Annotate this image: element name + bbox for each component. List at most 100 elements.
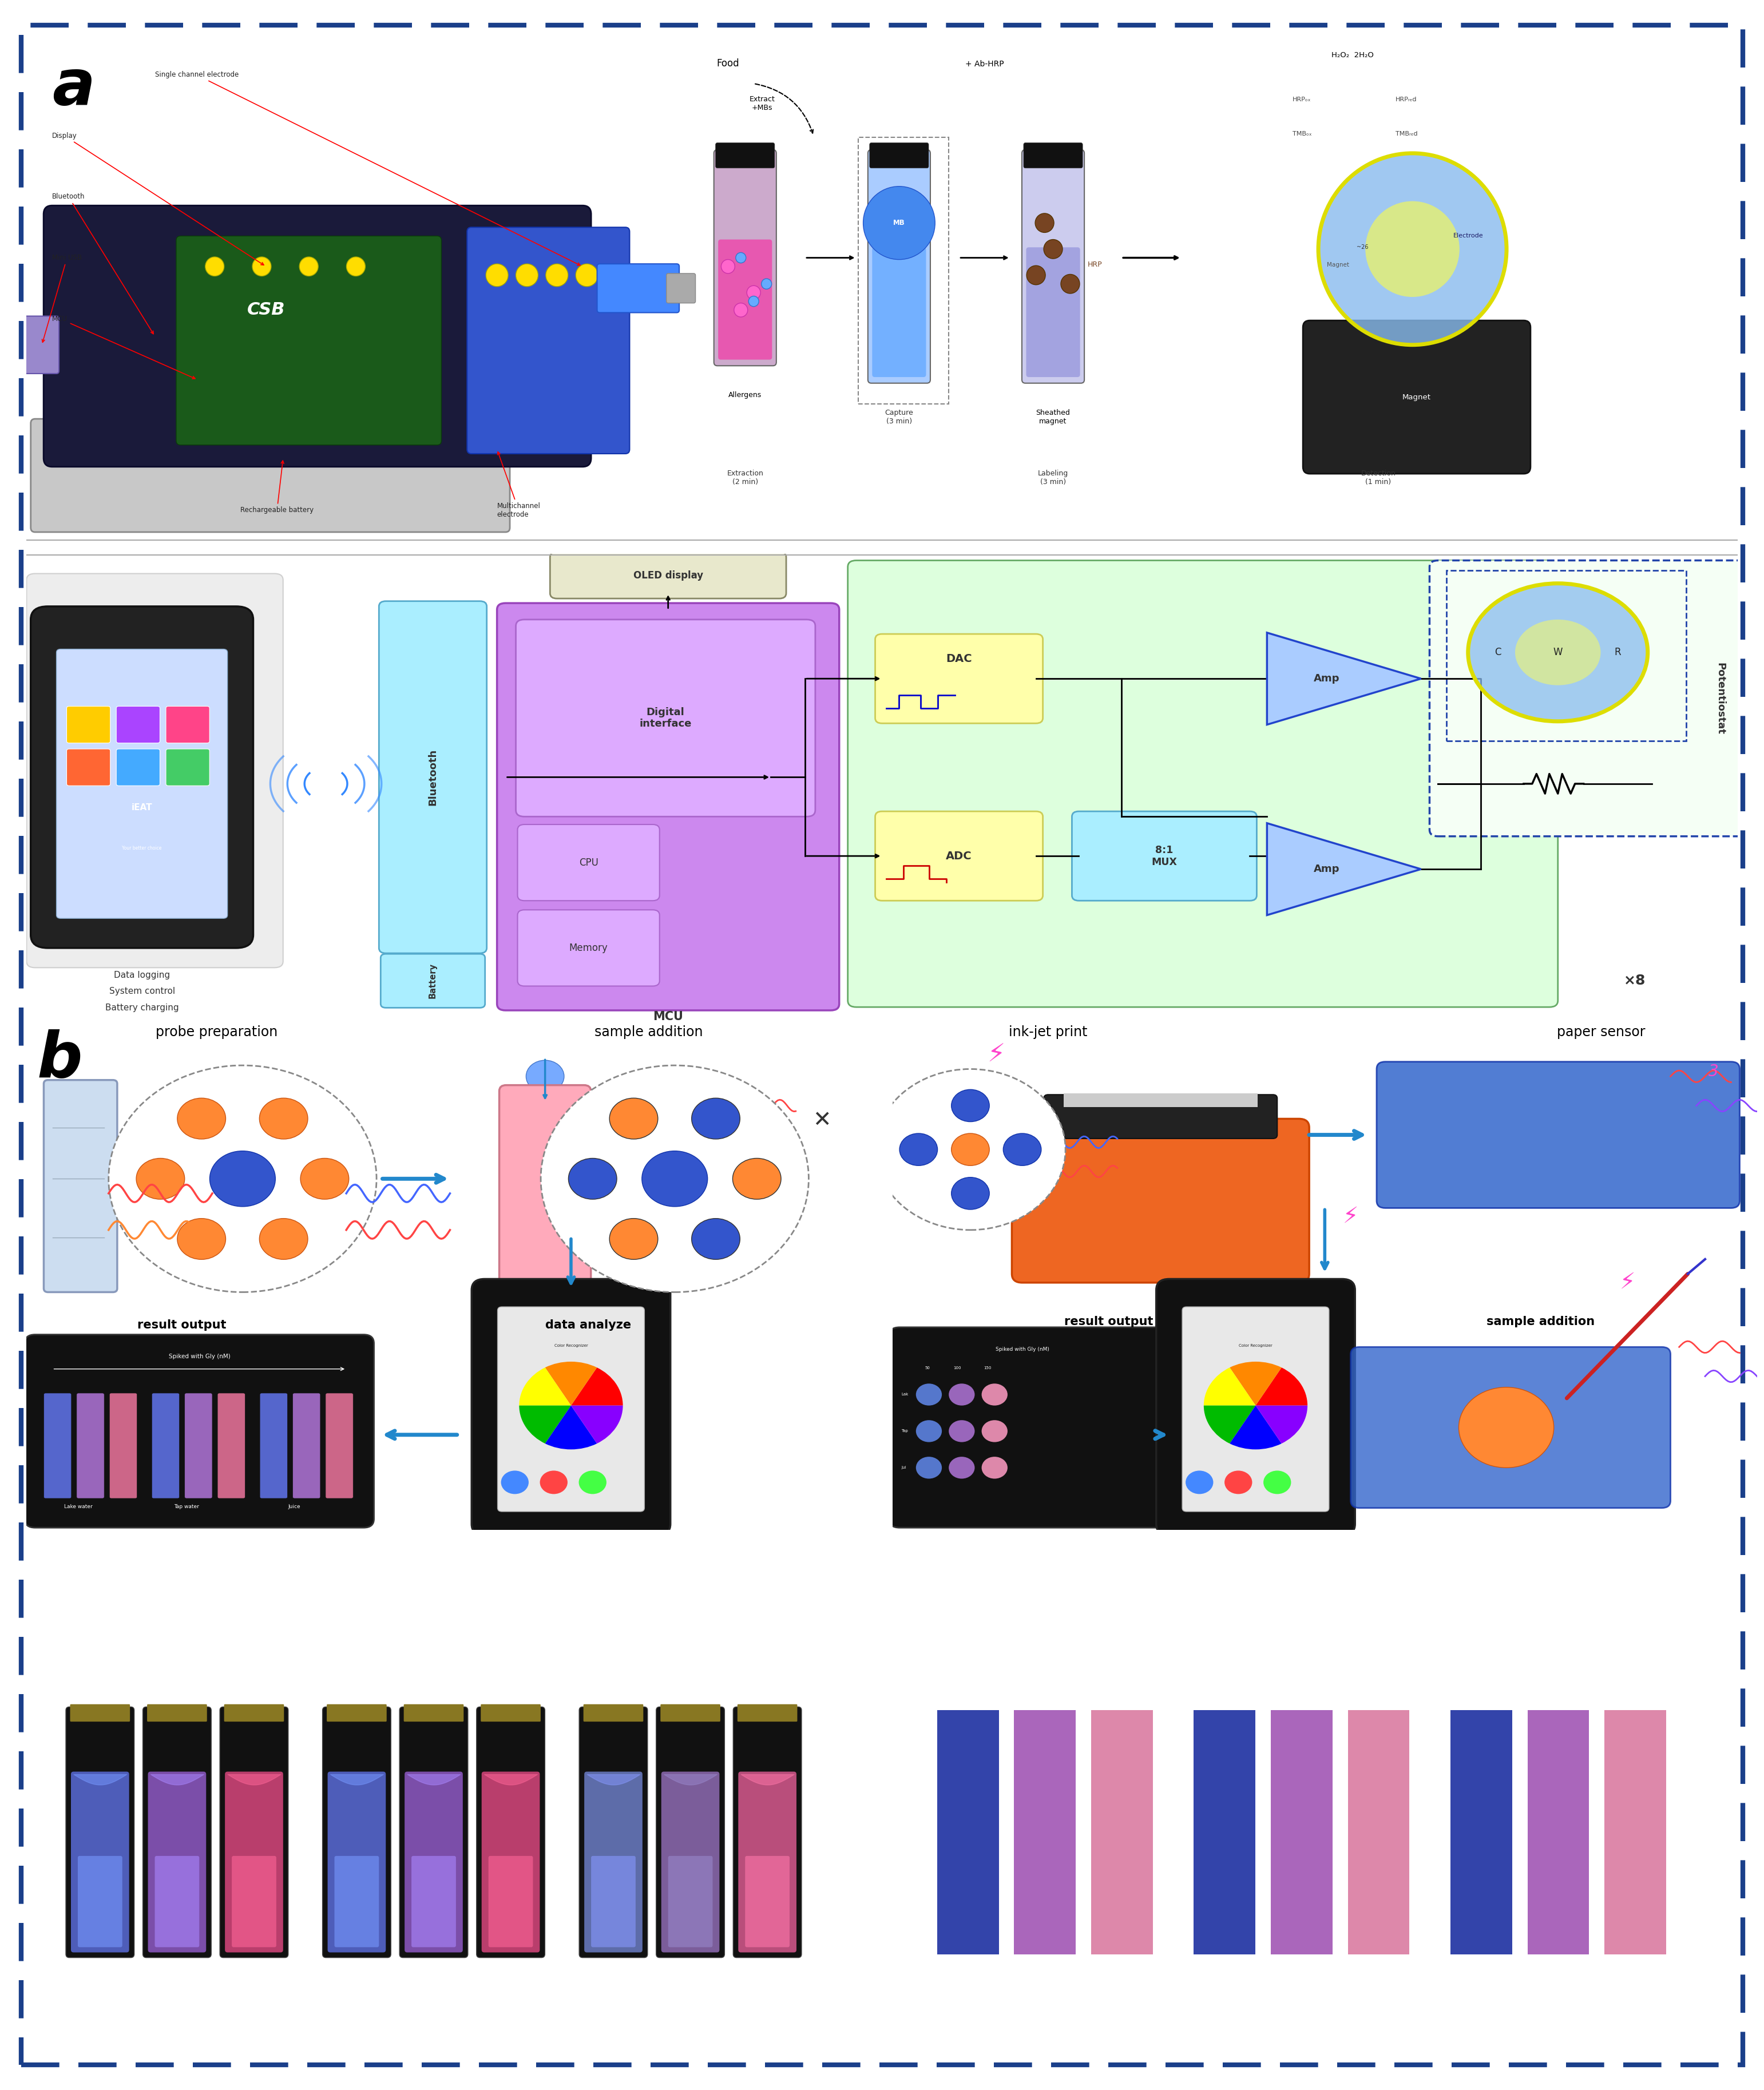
Wedge shape [572, 1367, 623, 1404]
Text: ⚡: ⚡ [1619, 1271, 1635, 1294]
Circle shape [748, 297, 759, 307]
Text: W: W [1552, 648, 1563, 658]
Circle shape [526, 1060, 564, 1093]
FancyBboxPatch shape [660, 1703, 720, 1722]
Circle shape [1224, 1471, 1252, 1494]
FancyBboxPatch shape [937, 1710, 998, 1954]
Circle shape [1459, 1388, 1554, 1467]
Circle shape [1318, 153, 1506, 345]
Text: C: C [48, 1557, 72, 1586]
FancyBboxPatch shape [1351, 1348, 1671, 1509]
Circle shape [178, 1218, 226, 1260]
FancyBboxPatch shape [875, 633, 1043, 723]
Circle shape [300, 257, 318, 276]
Text: Spiked with Gly (nM): Spiked with Gly (nM) [1210, 1561, 1434, 1580]
Text: + Ab-HRP: + Ab-HRP [965, 61, 1004, 67]
Circle shape [346, 257, 365, 276]
Text: MCU: MCU [53, 316, 196, 378]
Text: ~26: ~26 [1357, 245, 1369, 251]
Circle shape [863, 186, 935, 259]
Wedge shape [519, 1404, 572, 1444]
Circle shape [1365, 201, 1459, 297]
FancyBboxPatch shape [78, 1856, 122, 1948]
Text: OLED display: OLED display [633, 571, 704, 581]
Circle shape [610, 1097, 658, 1139]
Text: MB: MB [893, 219, 905, 226]
FancyBboxPatch shape [875, 811, 1043, 901]
Text: 150: 150 [1619, 1651, 1651, 1666]
Text: Lake water: Lake water [64, 1505, 92, 1509]
Text: ×8: ×8 [1625, 974, 1646, 989]
FancyBboxPatch shape [65, 1708, 134, 1958]
Text: Bluetooth: Bluetooth [427, 748, 437, 805]
FancyBboxPatch shape [109, 1394, 138, 1499]
Text: Tap water: Tap water [175, 1505, 199, 1509]
Text: 50: 50 [1469, 1651, 1492, 1666]
Text: HRPᵣₑd: HRPᵣₑd [1395, 96, 1416, 102]
FancyBboxPatch shape [591, 1856, 635, 1948]
Text: Rechargeable battery: Rechargeable battery [240, 460, 314, 514]
Text: 150: 150 [751, 1651, 783, 1666]
Text: Tap water: Tap water [388, 2013, 469, 2027]
FancyBboxPatch shape [1073, 811, 1256, 901]
Text: 100: 100 [674, 1651, 707, 1666]
FancyBboxPatch shape [30, 418, 510, 533]
Circle shape [1515, 619, 1600, 686]
FancyBboxPatch shape [176, 236, 441, 445]
Circle shape [691, 1218, 739, 1260]
Circle shape [1035, 213, 1053, 232]
Circle shape [916, 1421, 942, 1442]
Text: Magnet: Magnet [1402, 393, 1431, 401]
FancyBboxPatch shape [1194, 1710, 1256, 1954]
FancyBboxPatch shape [499, 1085, 591, 1302]
Text: Sheathed
magnet: Sheathed magnet [1035, 410, 1071, 424]
Circle shape [540, 1471, 568, 1494]
FancyBboxPatch shape [482, 1772, 540, 1952]
Wedge shape [545, 1404, 596, 1450]
FancyBboxPatch shape [1605, 1710, 1665, 1954]
FancyBboxPatch shape [71, 1703, 131, 1722]
FancyBboxPatch shape [71, 1772, 129, 1952]
FancyBboxPatch shape [116, 748, 161, 786]
Circle shape [1060, 274, 1080, 293]
Text: Battery charging: Battery charging [106, 1003, 178, 1012]
Text: DAC: DAC [946, 654, 972, 665]
Circle shape [732, 1158, 781, 1200]
Circle shape [485, 263, 508, 286]
FancyBboxPatch shape [328, 1772, 386, 1952]
FancyBboxPatch shape [146, 1703, 206, 1722]
Text: Detection
(1 min): Detection (1 min) [1360, 470, 1395, 485]
FancyBboxPatch shape [1013, 1118, 1309, 1283]
FancyBboxPatch shape [116, 706, 161, 744]
FancyBboxPatch shape [584, 1772, 642, 1952]
Text: 100: 100 [954, 1367, 961, 1369]
Text: Jui: Jui [901, 1465, 907, 1469]
Circle shape [300, 1158, 349, 1200]
Circle shape [575, 263, 598, 286]
Circle shape [734, 303, 748, 318]
Text: ⚡: ⚡ [1342, 1206, 1358, 1227]
Circle shape [736, 253, 746, 263]
FancyBboxPatch shape [870, 142, 928, 167]
Circle shape [501, 1471, 529, 1494]
Wedge shape [519, 1367, 572, 1404]
Text: Lak: Lak [901, 1392, 908, 1396]
FancyBboxPatch shape [848, 560, 1558, 1007]
FancyBboxPatch shape [517, 823, 660, 901]
Circle shape [1263, 1471, 1291, 1494]
Text: probe preparation: probe preparation [155, 1026, 277, 1039]
Circle shape [259, 1097, 307, 1139]
FancyBboxPatch shape [224, 1703, 284, 1722]
Text: sample addition: sample addition [594, 1026, 704, 1039]
Wedge shape [1230, 1404, 1281, 1450]
Text: HRPₒₓ: HRPₒₓ [1293, 96, 1311, 102]
Text: Battery: Battery [429, 963, 437, 999]
FancyBboxPatch shape [739, 1772, 797, 1952]
Text: 100: 100 [416, 1651, 450, 1666]
FancyBboxPatch shape [67, 748, 111, 786]
Text: 150: 150 [1362, 1651, 1395, 1666]
Circle shape [136, 1158, 185, 1200]
Text: HRP: HRP [1087, 261, 1102, 268]
FancyBboxPatch shape [1021, 150, 1085, 382]
Text: System control: System control [109, 986, 175, 995]
